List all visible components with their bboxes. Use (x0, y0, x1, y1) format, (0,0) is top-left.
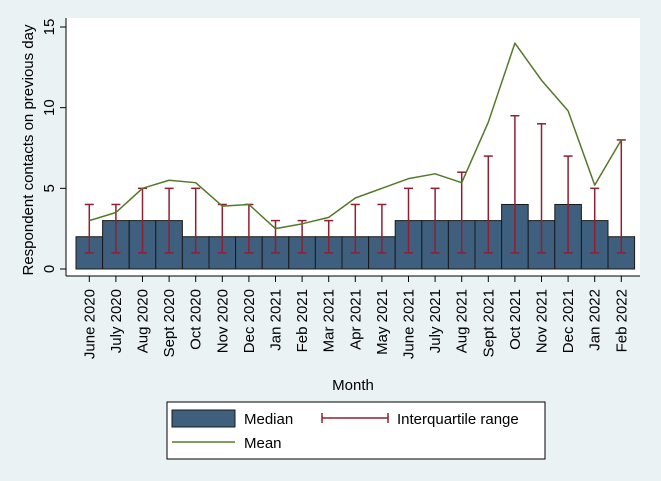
x-ticks-group: June 2020 July 2020 Aug 2020 Sept 2020 Oct 2… (81, 276, 630, 359)
iqr-errorbar-8 (271, 219, 280, 254)
x-tick-label-4: Sept 2020 (161, 289, 178, 357)
legend-label-iqr: Interquartile range (397, 411, 519, 428)
mean-line (89, 42, 622, 230)
x-tick-label-3: Aug 2020 (135, 289, 152, 353)
iqr-errorbar-13 (404, 187, 413, 254)
iqr-errorbar-10 (324, 219, 334, 254)
x-tick-label-8: Jan 2021 (268, 289, 285, 351)
x-tick-label-7: Dec 2020 (241, 289, 258, 353)
iqr-errorbar-20 (590, 187, 600, 254)
x-tick-label-15: Aug 2021 (454, 289, 471, 353)
x-tick-label-18: Nov 2021 (534, 289, 551, 353)
errorbars-group (84, 114, 626, 254)
x-tick-label-1: June 2020 (81, 289, 98, 359)
x-tick-label-5: Oct 2020 (188, 289, 205, 350)
iqr-errorbar-18 (537, 123, 546, 254)
x-tick-label-20: Jan 2022 (587, 289, 604, 351)
y-ticks-group: 0 5 10 15 (41, 19, 66, 273)
y-axis-title: Respondent contacts on previous day (20, 24, 37, 275)
y-tick-label-15: 15 (41, 19, 58, 36)
iqr-errorbar-5 (191, 187, 201, 254)
iqr-errorbar-4 (164, 187, 174, 254)
iqr-errorbar-19 (563, 155, 573, 254)
iqr-errorbar-14 (430, 187, 440, 254)
legend-swatch-median (171, 409, 236, 428)
mean-line-group (89, 42, 622, 230)
legend-swatch-iqr (321, 413, 389, 423)
iqr-errorbar-1 (84, 203, 94, 254)
x-tick-label-11: Apr 2021 (347, 289, 364, 350)
x-tick-label-9: Feb 2021 (294, 289, 311, 352)
x-tick-label-2: July 2020 (108, 289, 125, 353)
legend-label-mean: Mean (244, 435, 282, 452)
y-tick-label-5: 5 (41, 184, 58, 192)
x-tick-label-10: Mar 2021 (321, 289, 338, 352)
iqr-errorbar-16 (483, 155, 493, 254)
x-axis-title: Month (332, 377, 374, 394)
iqr-errorbar-17 (510, 114, 520, 254)
x-tick-label-16: Sept 2021 (480, 289, 497, 357)
iqr-errorbar-12 (377, 203, 387, 254)
x-tick-label-13: June 2021 (401, 289, 418, 359)
x-tick-label-6: Nov 2020 (214, 289, 231, 353)
x-tick-label-12: May 2021 (374, 289, 391, 355)
iqr-errorbar-11 (350, 203, 360, 254)
y-tick-label-10: 10 (41, 99, 58, 116)
x-tick-label-21: Feb 2022 (613, 289, 630, 352)
iqr-errorbar-15 (457, 171, 467, 254)
x-tick-label-19: Dec 2021 (560, 289, 577, 353)
legend: Median Interquartile range Mean (166, 401, 546, 460)
x-tick-label-14: July 2021 (427, 289, 444, 353)
x-tick-label-17: Oct 2021 (507, 289, 524, 350)
iqr-errorbar-6 (217, 203, 227, 254)
legend-label-median: Median (244, 411, 293, 428)
axes-group (65, 18, 640, 277)
iqr-errorbar-9 (297, 219, 307, 254)
y-tick-label-0: 0 (41, 265, 58, 273)
